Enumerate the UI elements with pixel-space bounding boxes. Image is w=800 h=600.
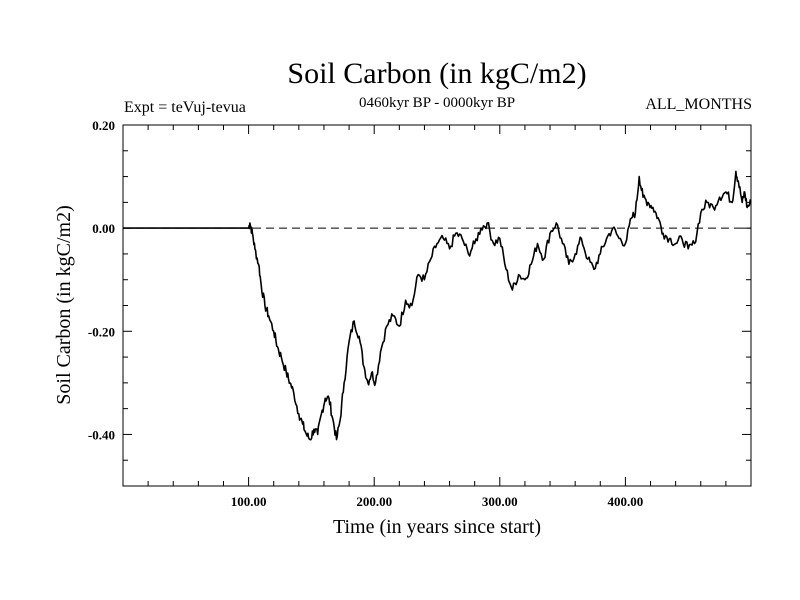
experiment-label: Expt = teVuj-tevua [124,99,246,116]
x-tick-label: 100.00 [231,494,267,509]
y-axis-label: Soil Carbon (in kgC/m2) [53,205,75,404]
y-tick-label: 0.20 [92,118,115,133]
y-axis-ticks: 0.20 0.00 -0.20 -0.40 [88,118,751,487]
x-tick-label: 400.00 [608,494,644,509]
y-tick-label: 0.00 [92,221,115,236]
x-tick-label: 300.00 [482,494,518,509]
plot-frame [122,124,752,487]
x-tick-label: 200.00 [356,494,392,509]
y-tick-label: -0.40 [88,427,115,442]
months-label: ALL_MONTHS [645,96,752,113]
chart-subtitle: 0460kyr BP - 0000kyr BP [359,95,515,111]
soil-carbon-line [123,170,752,441]
x-axis-label: Time (in years since start) [333,516,541,538]
y-tick-label: -0.20 [88,324,115,339]
x-axis-ticks: 100.00 200.00 300.00 400.00 [147,125,727,509]
chart-title: Soil Carbon (in kgC/m2) [287,57,586,90]
